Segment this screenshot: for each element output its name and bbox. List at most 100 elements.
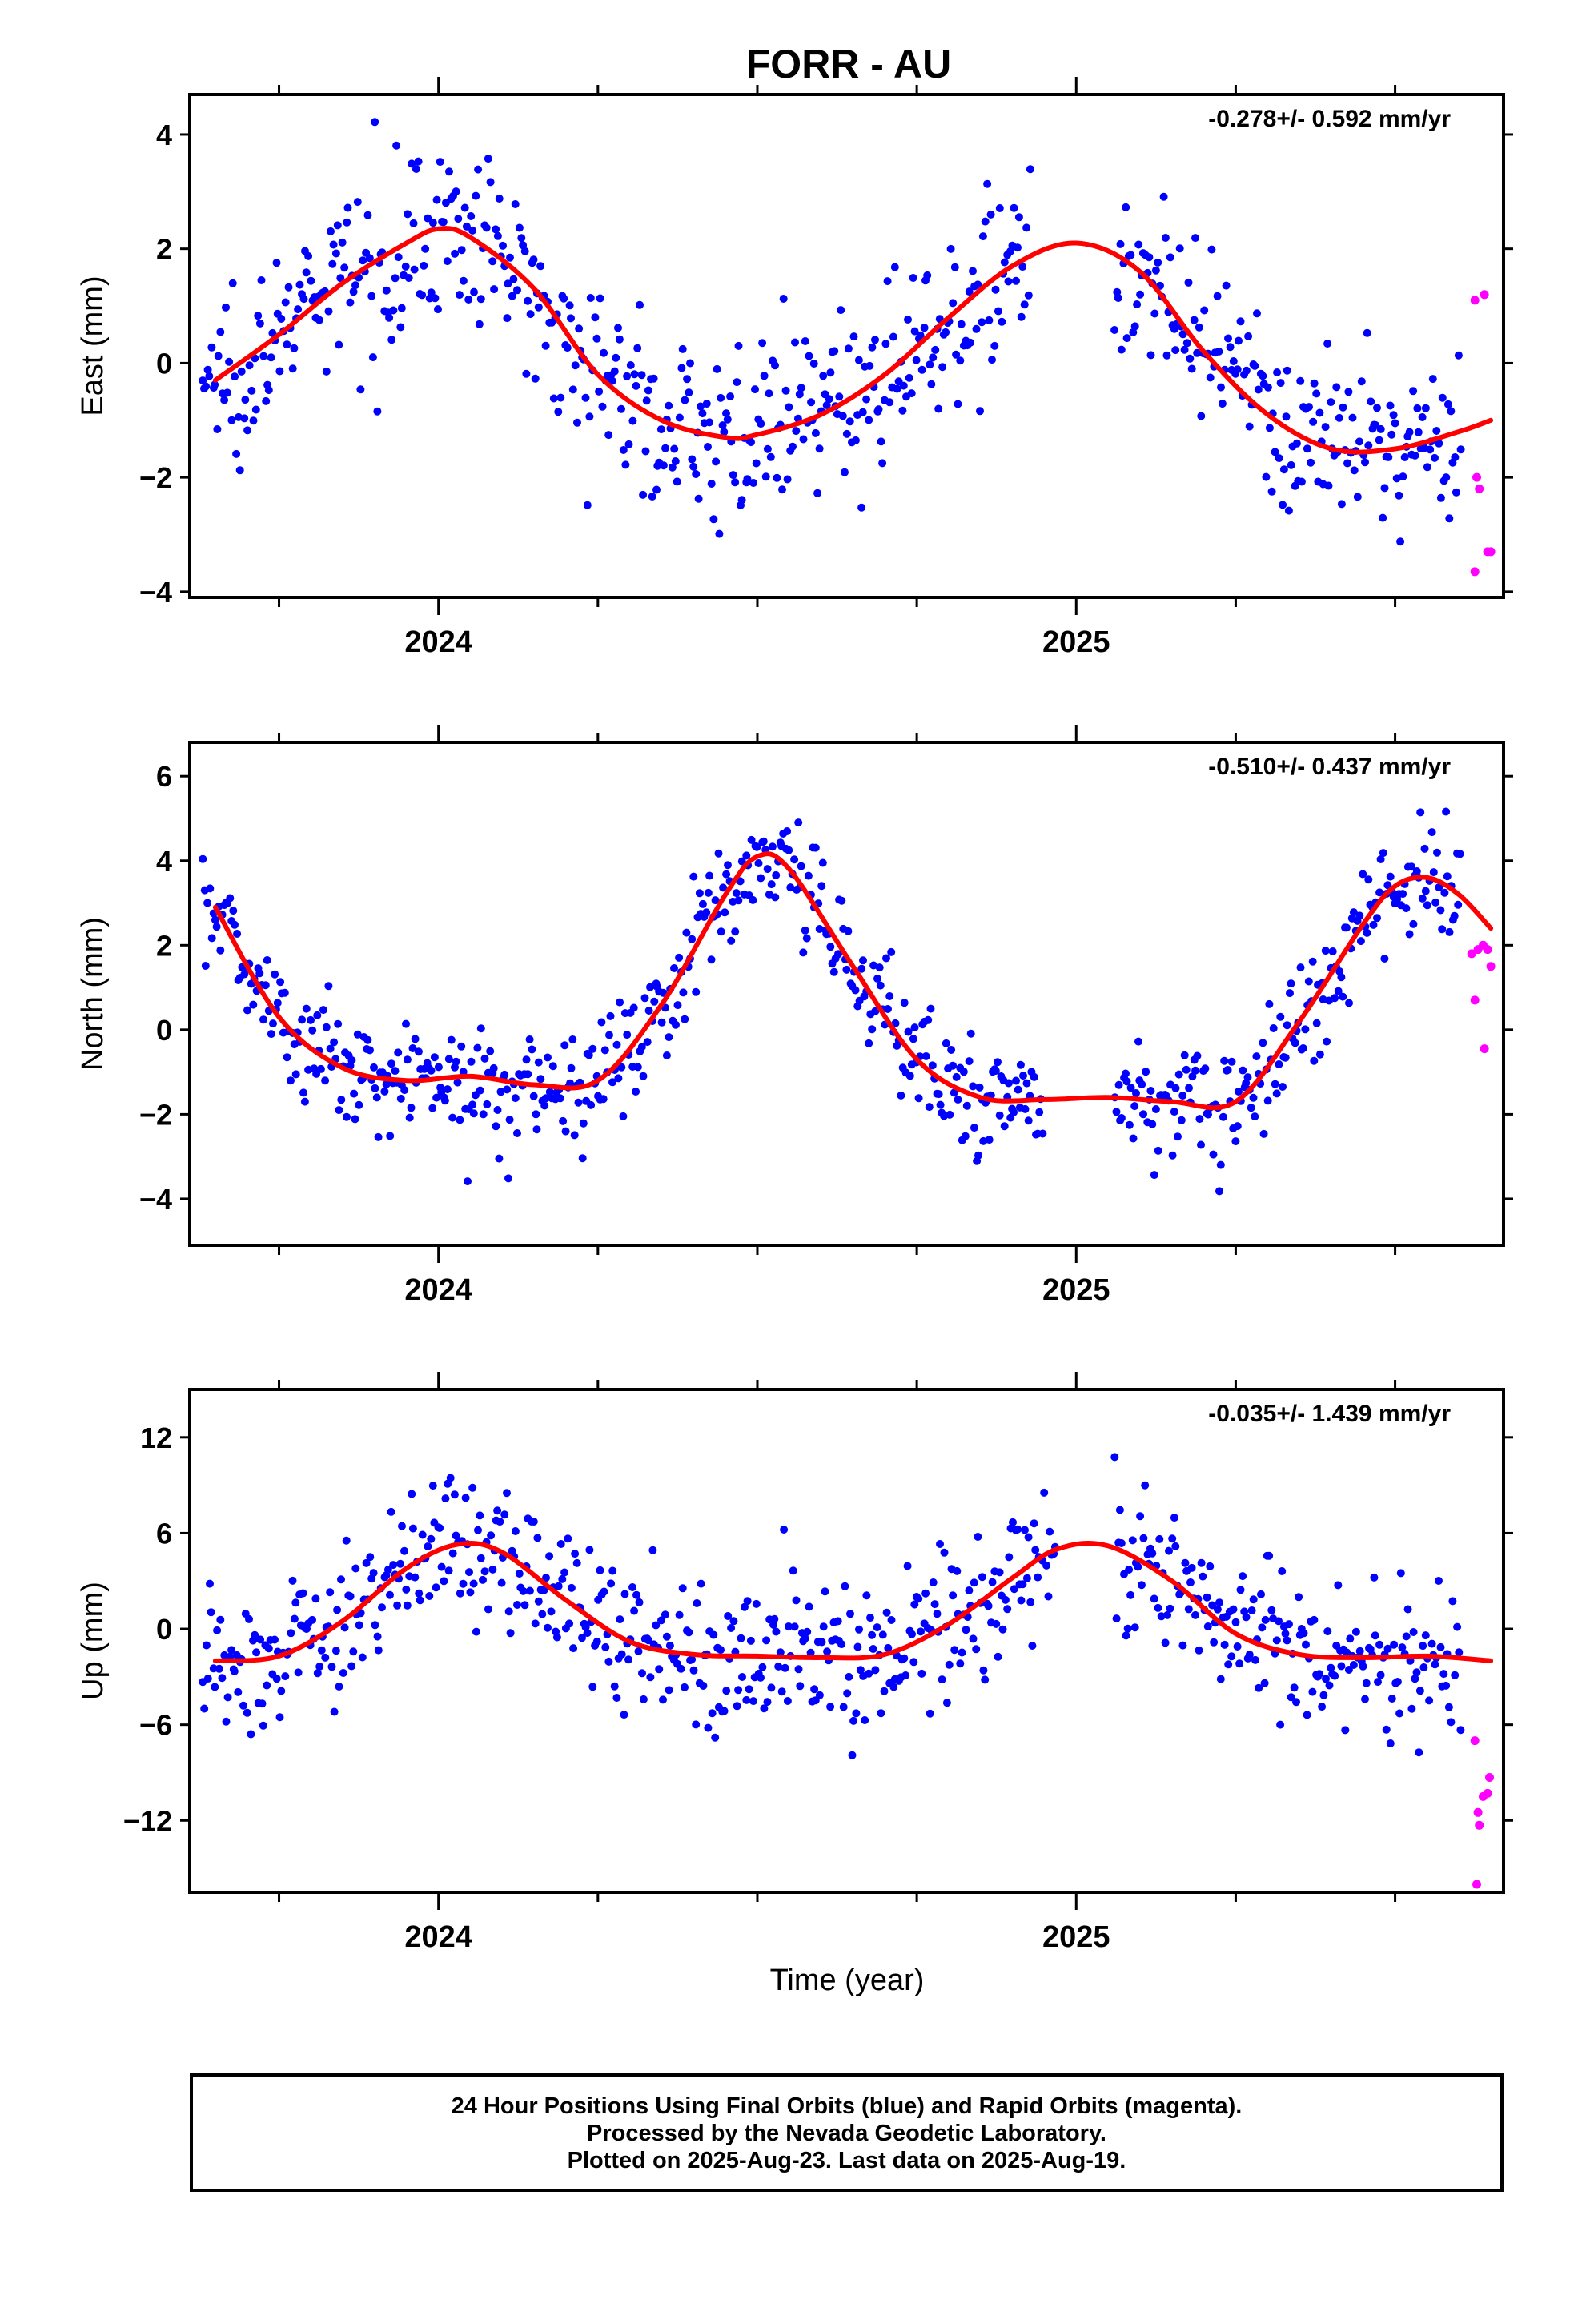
up-final-point xyxy=(288,1576,297,1585)
up-final-point xyxy=(1001,1595,1010,1604)
east-final-point xyxy=(1262,472,1271,481)
north-final-point xyxy=(334,1019,343,1028)
up-final-point xyxy=(846,1610,854,1618)
up-final-point xyxy=(1239,1572,1247,1581)
north-final-point xyxy=(1286,989,1294,998)
up-final-point xyxy=(373,1632,382,1641)
north-final-point xyxy=(783,827,792,835)
north-final-point xyxy=(567,1063,576,1072)
east-final-point xyxy=(1161,234,1170,242)
east-final-point xyxy=(1134,240,1143,249)
east-final-point xyxy=(889,332,897,341)
up-final-point xyxy=(644,1636,652,1645)
north-final-point xyxy=(1407,862,1415,871)
up-final-point xyxy=(772,1627,781,1636)
north-final-point xyxy=(1423,901,1431,910)
up-final-point xyxy=(1155,1534,1164,1543)
north-final-point xyxy=(1022,1079,1031,1088)
north-final-point xyxy=(934,1090,943,1099)
east-final-point xyxy=(475,320,484,328)
north-final-point xyxy=(522,1055,531,1064)
north-final-point xyxy=(705,871,714,880)
up-final-point xyxy=(758,1663,767,1671)
north-final-point xyxy=(1312,1019,1321,1027)
up-final-point xyxy=(678,1584,687,1593)
up-final-point xyxy=(1166,1604,1174,1613)
east-final-point xyxy=(1309,417,1318,426)
east-final-point xyxy=(1443,400,1452,408)
east-final-point xyxy=(586,294,595,302)
east-final-point xyxy=(1265,424,1274,432)
east-final-point xyxy=(1217,383,1225,392)
east-final-point xyxy=(232,449,241,458)
north-final-point xyxy=(1304,977,1313,986)
east-final-point xyxy=(797,384,805,392)
up-final-point xyxy=(692,1720,701,1729)
east-final-point xyxy=(1117,345,1126,354)
north-final-point xyxy=(1418,894,1427,903)
east-final-point xyxy=(628,416,637,425)
north-final-point xyxy=(207,934,216,943)
up-final-point xyxy=(415,1589,424,1598)
east-final-point xyxy=(1178,330,1187,339)
north-final-point xyxy=(405,1113,414,1122)
up-final-point xyxy=(1355,1647,1364,1655)
up-final-point xyxy=(704,1723,713,1732)
up-final-point xyxy=(1197,1558,1206,1567)
north-ytick-label: 6 xyxy=(156,760,172,793)
north-final-point xyxy=(308,1026,317,1035)
north-ytick-label: −4 xyxy=(139,1183,172,1216)
up-final-point xyxy=(871,1666,880,1675)
east-final-point xyxy=(811,428,820,437)
east-final-point xyxy=(560,294,568,303)
east-final-point xyxy=(424,214,432,223)
east-final-point xyxy=(986,210,995,219)
up-final-point xyxy=(418,1530,427,1539)
east-final-point xyxy=(639,490,648,499)
north-final-point xyxy=(910,1023,919,1032)
north-ylabel: North (mm) xyxy=(76,917,110,1071)
north-final-point xyxy=(1373,914,1381,923)
north-final-point xyxy=(1146,1087,1155,1095)
east-final-point xyxy=(877,437,885,446)
up-final-point xyxy=(1028,1642,1037,1650)
up-rapid-point xyxy=(1470,1736,1480,1746)
up-final-point xyxy=(466,1588,475,1597)
east-final-point xyxy=(327,227,335,235)
east-final-point xyxy=(353,198,362,207)
north-final-point xyxy=(588,1044,597,1053)
east-final-point xyxy=(1391,419,1399,428)
east-final-point xyxy=(490,285,499,294)
up-final-point xyxy=(408,1490,416,1498)
up-final-point xyxy=(833,1617,842,1626)
north-final-point xyxy=(1188,1072,1197,1081)
up-final-point xyxy=(251,1630,259,1639)
east-final-point xyxy=(1222,281,1231,290)
up-final-point xyxy=(616,1615,624,1624)
up-final-point xyxy=(331,1647,340,1655)
east-final-point xyxy=(874,405,883,414)
east-final-point xyxy=(240,414,249,423)
east-final-point xyxy=(995,204,1004,212)
up-final-point xyxy=(646,1673,655,1682)
east-final-point xyxy=(837,306,845,315)
north-final-point xyxy=(619,1112,628,1120)
east-final-point xyxy=(952,350,961,359)
up-final-point xyxy=(411,1573,420,1582)
east-final-point xyxy=(459,276,468,285)
north-final-point xyxy=(1235,1088,1243,1096)
up-final-point xyxy=(346,1592,355,1601)
north-final-point xyxy=(1315,1050,1324,1059)
north-final-point xyxy=(897,1091,905,1100)
up-final-point xyxy=(1128,1536,1137,1545)
east-final-point xyxy=(434,305,442,314)
east-final-point xyxy=(1259,372,1267,380)
up-final-point xyxy=(1265,1551,1274,1560)
east-final-point xyxy=(934,404,943,413)
up-final-point xyxy=(866,1614,874,1622)
north-final-point xyxy=(287,1076,295,1085)
east-final-point xyxy=(1195,323,1203,332)
north-final-point xyxy=(578,1154,587,1163)
east-final-point xyxy=(637,371,646,380)
up-final-point xyxy=(456,1589,464,1598)
